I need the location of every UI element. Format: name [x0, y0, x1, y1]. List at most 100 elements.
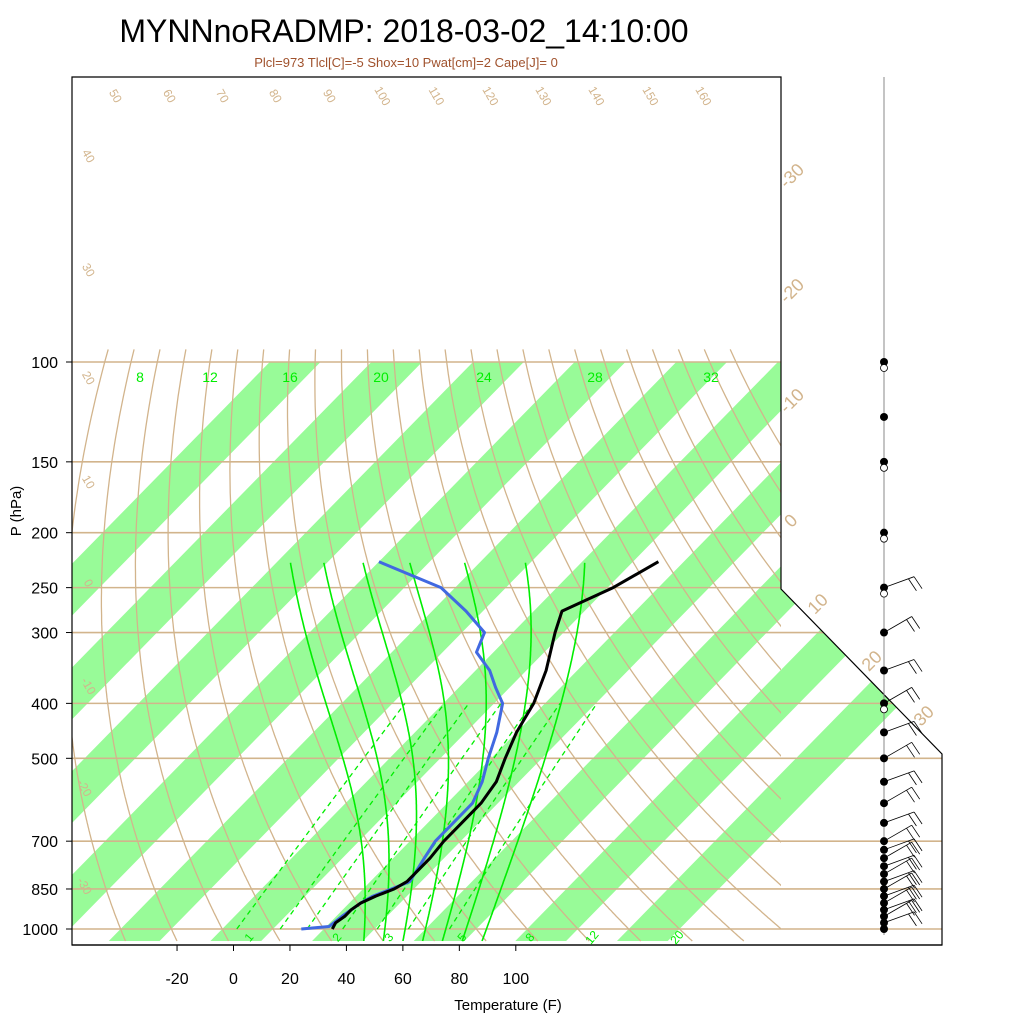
- dry-adiabat: [72, 349, 127, 942]
- isotherm-band: [210, 362, 829, 942]
- wind-barb-feather: [908, 813, 917, 827]
- wind-barb-feather: [906, 860, 915, 874]
- isotherm-band: [72, 362, 626, 942]
- wind-level-dot: [880, 925, 888, 933]
- wind-barb-feather: [911, 616, 921, 629]
- wind-barb: [883, 841, 912, 859]
- isotherm-label: -20: [775, 274, 808, 307]
- wind-barb: [883, 857, 912, 875]
- moist-adiabat: [461, 562, 532, 942]
- chart-subtitle: Plcl=973 Tlcl[C]=-5 Shox=10 Pwat[cm]=2 C…: [254, 55, 558, 70]
- wind-level-dot: [880, 528, 888, 537]
- chart-title: MYNNnoRADMP: 2018-03-02_14:10:00: [119, 13, 688, 49]
- isotherm-band: [515, 362, 942, 942]
- plot-border: [71, 76, 943, 946]
- y-tick-label: 200: [31, 526, 58, 543]
- wind-barb: [883, 898, 915, 911]
- wind-barb: [883, 884, 915, 897]
- wind-barb: [883, 811, 915, 824]
- wind-level-open-circle: [880, 589, 888, 598]
- dry-adiabat-label: 40: [79, 147, 98, 166]
- dry-adiabat-label: 130: [532, 84, 554, 109]
- moist-adiabat: [289, 562, 366, 941]
- wind-barb-feather: [913, 884, 923, 898]
- dry-adiabat-label: 110: [426, 84, 448, 108]
- wind-barb: [883, 741, 912, 759]
- wind-barb-feather: [908, 772, 917, 786]
- wind-barb-feather: [911, 786, 921, 800]
- wind-barb-feather: [906, 619, 915, 632]
- x-tick-label: -20: [165, 971, 188, 988]
- wind-barb-feather: [913, 838, 923, 852]
- moist-adiabat-label: 12: [202, 369, 218, 385]
- y-tick-label: 150: [31, 455, 58, 472]
- dry-adiabat: [496, 349, 781, 843]
- isotherm-label: 10: [804, 590, 832, 618]
- dry-adiabat: [314, 349, 539, 942]
- wind-level-open-circle: [880, 705, 888, 714]
- wind-barb-feather: [911, 824, 921, 838]
- x-tick-label: 0: [229, 971, 238, 988]
- y-tick-label: 100: [31, 355, 58, 372]
- moist-adiabat: [441, 562, 487, 942]
- wind-barb-feather: [913, 659, 923, 672]
- wind-barb-feather: [913, 855, 923, 868]
- moist-adiabat: [409, 562, 450, 942]
- wind-barb: [883, 911, 915, 924]
- wind-barb-feather: [911, 900, 921, 913]
- dry-adiabat-label: 50: [106, 87, 125, 106]
- wind-barb: [883, 687, 912, 704]
- dry-adiabat-label: 70: [213, 87, 232, 106]
- wind-barb-feather: [911, 687, 921, 700]
- dry-adiabat: [444, 349, 781, 930]
- dry-adiabats: [72, 349, 781, 942]
- x-tick-label: 60: [394, 971, 412, 988]
- wind-level-dot: [880, 412, 888, 421]
- wind-barb-feather: [908, 723, 917, 736]
- dry-adiabat: [522, 349, 781, 800]
- mixing-ratio-label: 3: [381, 930, 396, 944]
- isotherm-band: [72, 362, 423, 942]
- wind-level-open-circle: [880, 463, 888, 472]
- wind-barb-feather: [913, 911, 923, 925]
- dry-adiabat-label: 60: [160, 87, 179, 106]
- x-tick-label: 20: [281, 971, 299, 988]
- dry-adiabat: [729, 349, 781, 447]
- moist-adiabat-label: 32: [703, 369, 719, 385]
- moist-adiabat: [481, 562, 586, 942]
- y-tick-label: 1000: [22, 922, 58, 939]
- wind-barb: [883, 824, 912, 842]
- dry-adiabat: [599, 349, 781, 671]
- dry-adiabat-label: 150: [639, 84, 661, 109]
- wind-barb: [883, 870, 915, 883]
- isotherm-label: -30: [775, 159, 808, 192]
- mixing-ratio-line: [407, 703, 561, 930]
- x-axis-label: Temperature (F): [454, 997, 562, 1014]
- dry-adiabat: [548, 349, 781, 757]
- wind-barb: [883, 838, 915, 851]
- wind-barb: [883, 900, 912, 917]
- dry-adiabat-label: 100: [371, 84, 393, 109]
- wind-barb-feather: [908, 900, 917, 914]
- dry-adiabat-label: 140: [585, 84, 607, 109]
- wind-barb: [883, 886, 912, 904]
- axes: 100 150 200 250 300 400 500 700 850 1000 -20 0 20 40 6…: [22, 355, 529, 988]
- wind-barb-feather: [906, 690, 915, 703]
- wind-barb-feather: [911, 886, 921, 900]
- wind-barb-feather: [906, 745, 915, 758]
- wind-barb: [883, 659, 915, 671]
- y-tick-label: 250: [31, 581, 58, 598]
- moist-adiabat-label: 16: [282, 369, 298, 385]
- isotherm-band: [72, 362, 524, 942]
- wind-barb-feather: [906, 844, 915, 858]
- dry-adiabat-label: 120: [479, 84, 501, 109]
- y-tick-label: 500: [31, 751, 58, 768]
- sounding-profiles: [301, 560, 660, 931]
- moist-adiabat-label: 20: [373, 369, 389, 385]
- wind-level-open-circle: [880, 534, 888, 543]
- wind-barb-feather: [908, 661, 917, 674]
- plot-frame: [71, 76, 943, 946]
- dry-adiabat: [229, 349, 384, 942]
